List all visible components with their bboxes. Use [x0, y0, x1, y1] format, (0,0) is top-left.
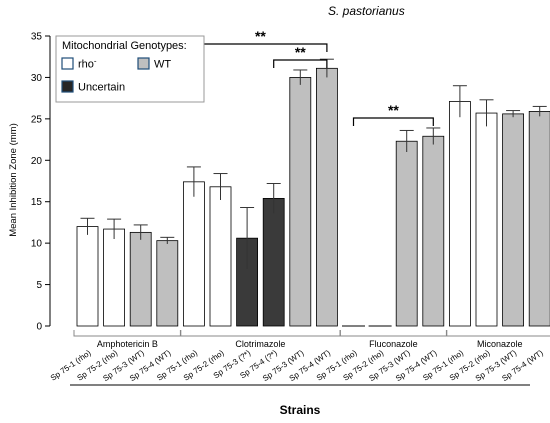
significance-bracket	[194, 44, 327, 52]
legend-swatch	[62, 81, 73, 92]
bar	[210, 187, 231, 326]
significance-label: **	[388, 102, 399, 118]
legend-entry: Uncertain	[78, 82, 125, 94]
bar	[104, 229, 125, 326]
bar	[476, 113, 497, 326]
legend-swatch	[138, 58, 149, 69]
y-tick-label: 0	[36, 322, 42, 333]
group-label: Clotrimazole	[235, 339, 285, 349]
group-label: Miconazole	[477, 339, 523, 349]
x-axis-label: Strains	[280, 403, 321, 417]
legend-swatch	[62, 58, 73, 69]
y-tick-label: 25	[31, 114, 43, 125]
category-labels: Sp 75-1 (rho)Sp 75-2 (rho)Sp 75-3 (WT)Sp…	[49, 330, 550, 383]
significance-label: **	[295, 44, 306, 60]
bar	[157, 241, 178, 326]
bar	[503, 114, 524, 326]
bar	[449, 101, 470, 326]
legend-title: Mitochondrial Genotypes:	[62, 40, 187, 52]
y-tick-label: 5	[36, 280, 42, 291]
bar	[396, 141, 417, 326]
bar	[529, 111, 550, 326]
bar	[77, 227, 98, 326]
legend-entry: WT	[154, 59, 171, 71]
bar	[130, 232, 151, 326]
y-axis-label: Mean Inhibition Zone (mm)	[8, 123, 19, 237]
bar	[290, 77, 311, 326]
bar	[316, 68, 337, 326]
group-bracket	[340, 330, 447, 336]
y-tick-label: 30	[31, 73, 43, 84]
group-bracket	[446, 330, 550, 336]
significance-label: **	[255, 28, 266, 44]
group-label: Amphotericin B	[97, 339, 158, 349]
group-label: Fluconazole	[369, 339, 418, 349]
bar	[183, 182, 204, 326]
significance-brackets: ** ** **	[194, 28, 433, 126]
significance-bracket	[354, 118, 434, 126]
y-tick-label: 10	[31, 239, 43, 250]
bar	[263, 198, 284, 326]
bar	[423, 136, 444, 326]
significance-bracket	[274, 60, 327, 68]
y-tick-label: 35	[31, 32, 43, 43]
chart-title: S. pastorianus	[328, 4, 405, 18]
group-bracket	[74, 330, 181, 336]
y-tick-label: 15	[31, 197, 43, 208]
group-bracket	[180, 330, 340, 336]
y-tick-label: 20	[31, 156, 43, 167]
